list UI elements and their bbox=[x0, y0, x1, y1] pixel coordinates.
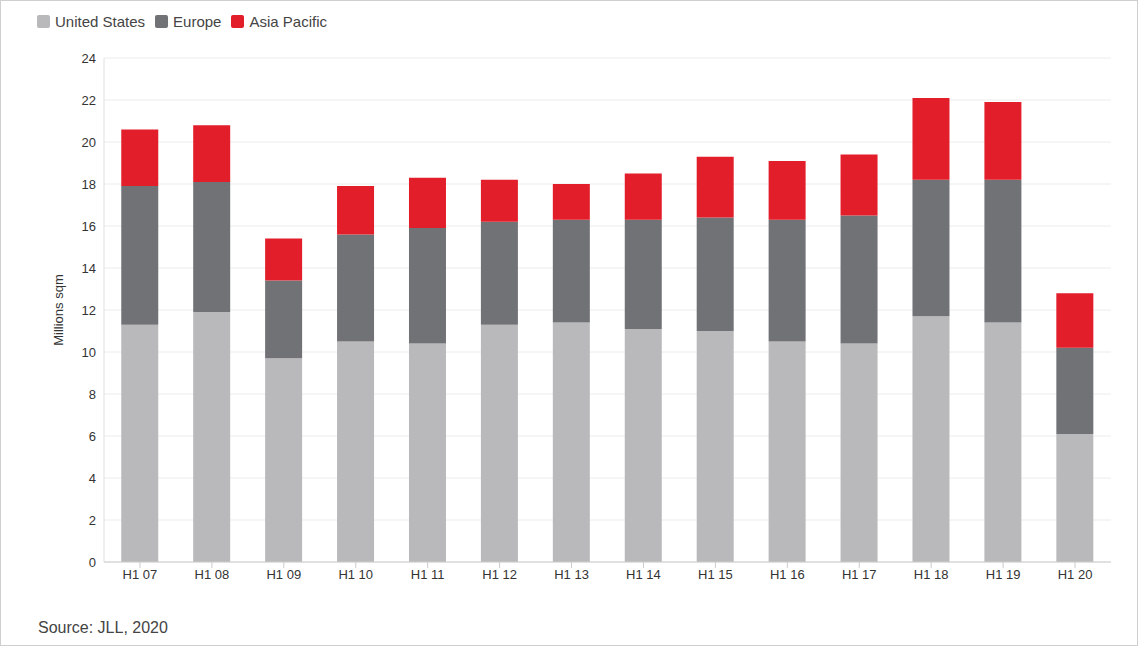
svg-text:H1 10: H1 10 bbox=[338, 567, 373, 582]
svg-text:H1 14: H1 14 bbox=[626, 567, 661, 582]
svg-text:H1 20: H1 20 bbox=[1058, 567, 1093, 582]
svg-text:20: 20 bbox=[82, 135, 96, 150]
svg-text:H1 16: H1 16 bbox=[770, 567, 805, 582]
svg-text:18: 18 bbox=[82, 177, 96, 192]
svg-text:H1 07: H1 07 bbox=[123, 567, 158, 582]
svg-text:H1 11: H1 11 bbox=[411, 567, 445, 582]
svg-text:10: 10 bbox=[82, 345, 96, 360]
svg-text:H1 15: H1 15 bbox=[698, 567, 733, 582]
svg-text:H1 13: H1 13 bbox=[554, 567, 589, 582]
svg-text:24: 24 bbox=[82, 51, 96, 66]
svg-text:H1 17: H1 17 bbox=[842, 567, 877, 582]
svg-text:0: 0 bbox=[89, 555, 96, 570]
svg-text:H1 18: H1 18 bbox=[914, 567, 949, 582]
svg-text:H1 08: H1 08 bbox=[195, 567, 230, 582]
html-text:Europe: Europe bbox=[173, 13, 222, 30]
svg-text:12: 12 bbox=[82, 303, 96, 318]
svg-text:H1 12: H1 12 bbox=[482, 567, 517, 582]
svg-text:22: 22 bbox=[82, 93, 96, 108]
svg-text:H1 09: H1 09 bbox=[266, 567, 301, 582]
svg-text:H1 19: H1 19 bbox=[986, 567, 1021, 582]
svg-text:14: 14 bbox=[82, 261, 96, 276]
svg-text:4: 4 bbox=[89, 471, 96, 486]
svg-text:6: 6 bbox=[89, 429, 96, 444]
svg-text:8: 8 bbox=[89, 387, 96, 402]
html-text:Millions sqm: Millions sqm bbox=[50, 274, 66, 346]
html-text:United States: United States bbox=[55, 13, 146, 30]
html-text:Source: JLL, 2020: Source: JLL, 2020 bbox=[38, 619, 168, 636]
svg-text:16: 16 bbox=[82, 219, 96, 234]
html-text:Asia Pacific: Asia Pacific bbox=[249, 13, 327, 30]
svg-text:2: 2 bbox=[89, 513, 96, 528]
